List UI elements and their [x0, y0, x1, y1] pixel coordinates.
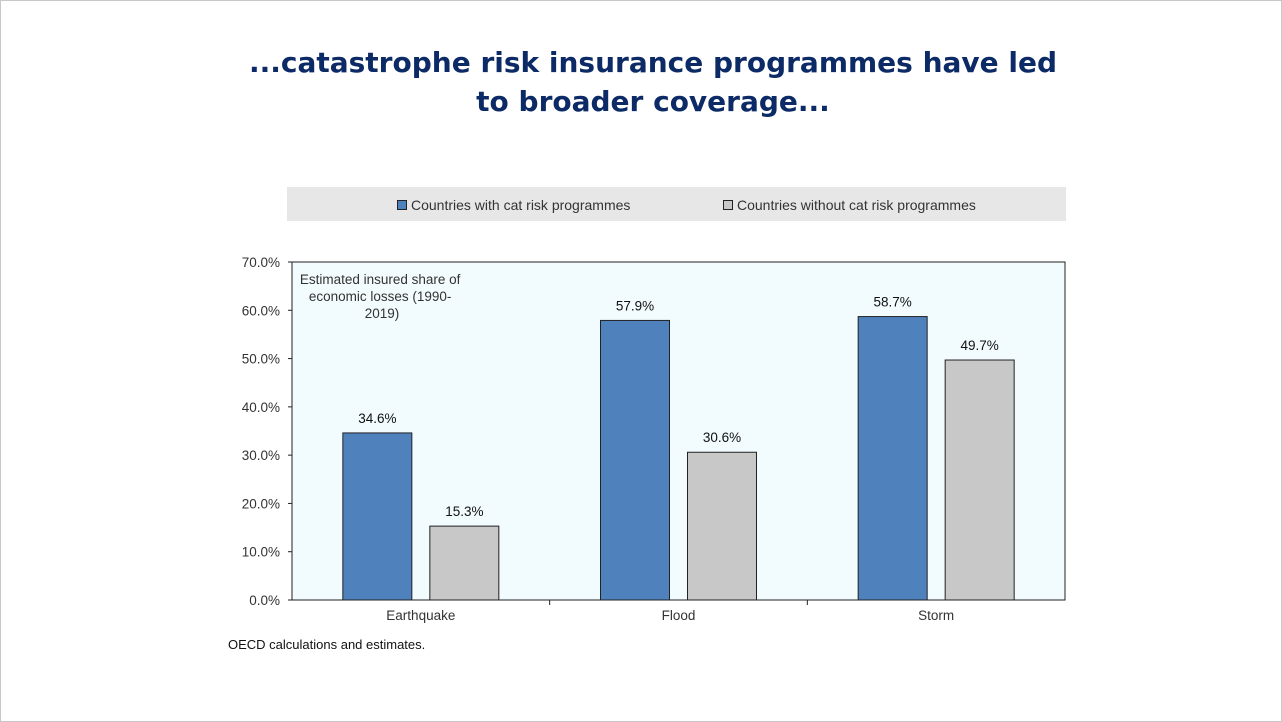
data-label: 49.7% — [961, 338, 999, 353]
data-label: 15.3% — [445, 504, 483, 519]
y-tick-label: 30.0% — [242, 448, 280, 463]
chart-annotation: Estimated insured share of economic loss… — [300, 272, 464, 321]
annotation-line-3: 2019) — [365, 306, 400, 321]
title-line-1: ...catastrophe risk insurance programmes… — [248, 46, 1058, 79]
legend-swatch-with — [397, 200, 407, 210]
x-tick-label: Flood — [662, 608, 696, 623]
bar-with-programmes — [342, 432, 413, 601]
y-tick-label: 50.0% — [242, 352, 280, 367]
page-title: ...catastrophe risk insurance programmes… — [201, 43, 1105, 121]
source-note: OECD calculations and estimates. — [228, 637, 426, 652]
y-tick-label: 70.0% — [242, 255, 280, 270]
chart-legend: Countries with cat risk programmes Count… — [287, 187, 1066, 221]
legend-item-with: Countries with cat risk programmes — [397, 197, 630, 213]
y-tick-label: 20.0% — [242, 496, 280, 511]
bar-with-programmes — [857, 316, 928, 601]
x-tick-label: Earthquake — [386, 608, 455, 623]
annotation-line-2: economic losses (1990- — [309, 289, 452, 304]
legend-label-with: Countries with cat risk programmes — [411, 197, 631, 213]
y-tick-label: 10.0% — [242, 545, 280, 560]
y-tick-label: 60.0% — [242, 303, 280, 318]
data-label: 58.7% — [874, 295, 912, 310]
annotation-line-1: Estimated insured share of — [300, 272, 461, 287]
data-label: 34.6% — [358, 411, 396, 426]
title-line-2: to broader coverage... — [476, 85, 830, 118]
data-label: 30.6% — [703, 430, 741, 445]
y-tick-label: 40.0% — [242, 400, 280, 415]
data-label: 57.9% — [616, 298, 654, 313]
x-tick-label: Storm — [918, 608, 954, 623]
bar-with-programmes — [600, 319, 670, 601]
y-tick-label: 0.0% — [249, 593, 280, 608]
x-axis: Earthquake Flood Storm — [386, 600, 954, 623]
legend-swatch-without — [723, 200, 733, 210]
bar-without-programmes — [687, 451, 757, 601]
bar-without-programmes — [429, 525, 500, 601]
y-axis: 0.0% 10.0% 20.0% 30.0% 40.0% 50.0% 60.0% 70.0% — [242, 255, 292, 608]
plot-area — [291, 261, 1066, 601]
legend-label-without: Countries without cat risk programmes — [737, 197, 976, 213]
bar-without-programmes — [944, 359, 1015, 601]
legend-item-without: Countries without cat risk programmes — [723, 197, 976, 213]
bars: 34.6% 15.3% 57.9% 30.6% 58.7% 49.7% — [342, 295, 1015, 601]
